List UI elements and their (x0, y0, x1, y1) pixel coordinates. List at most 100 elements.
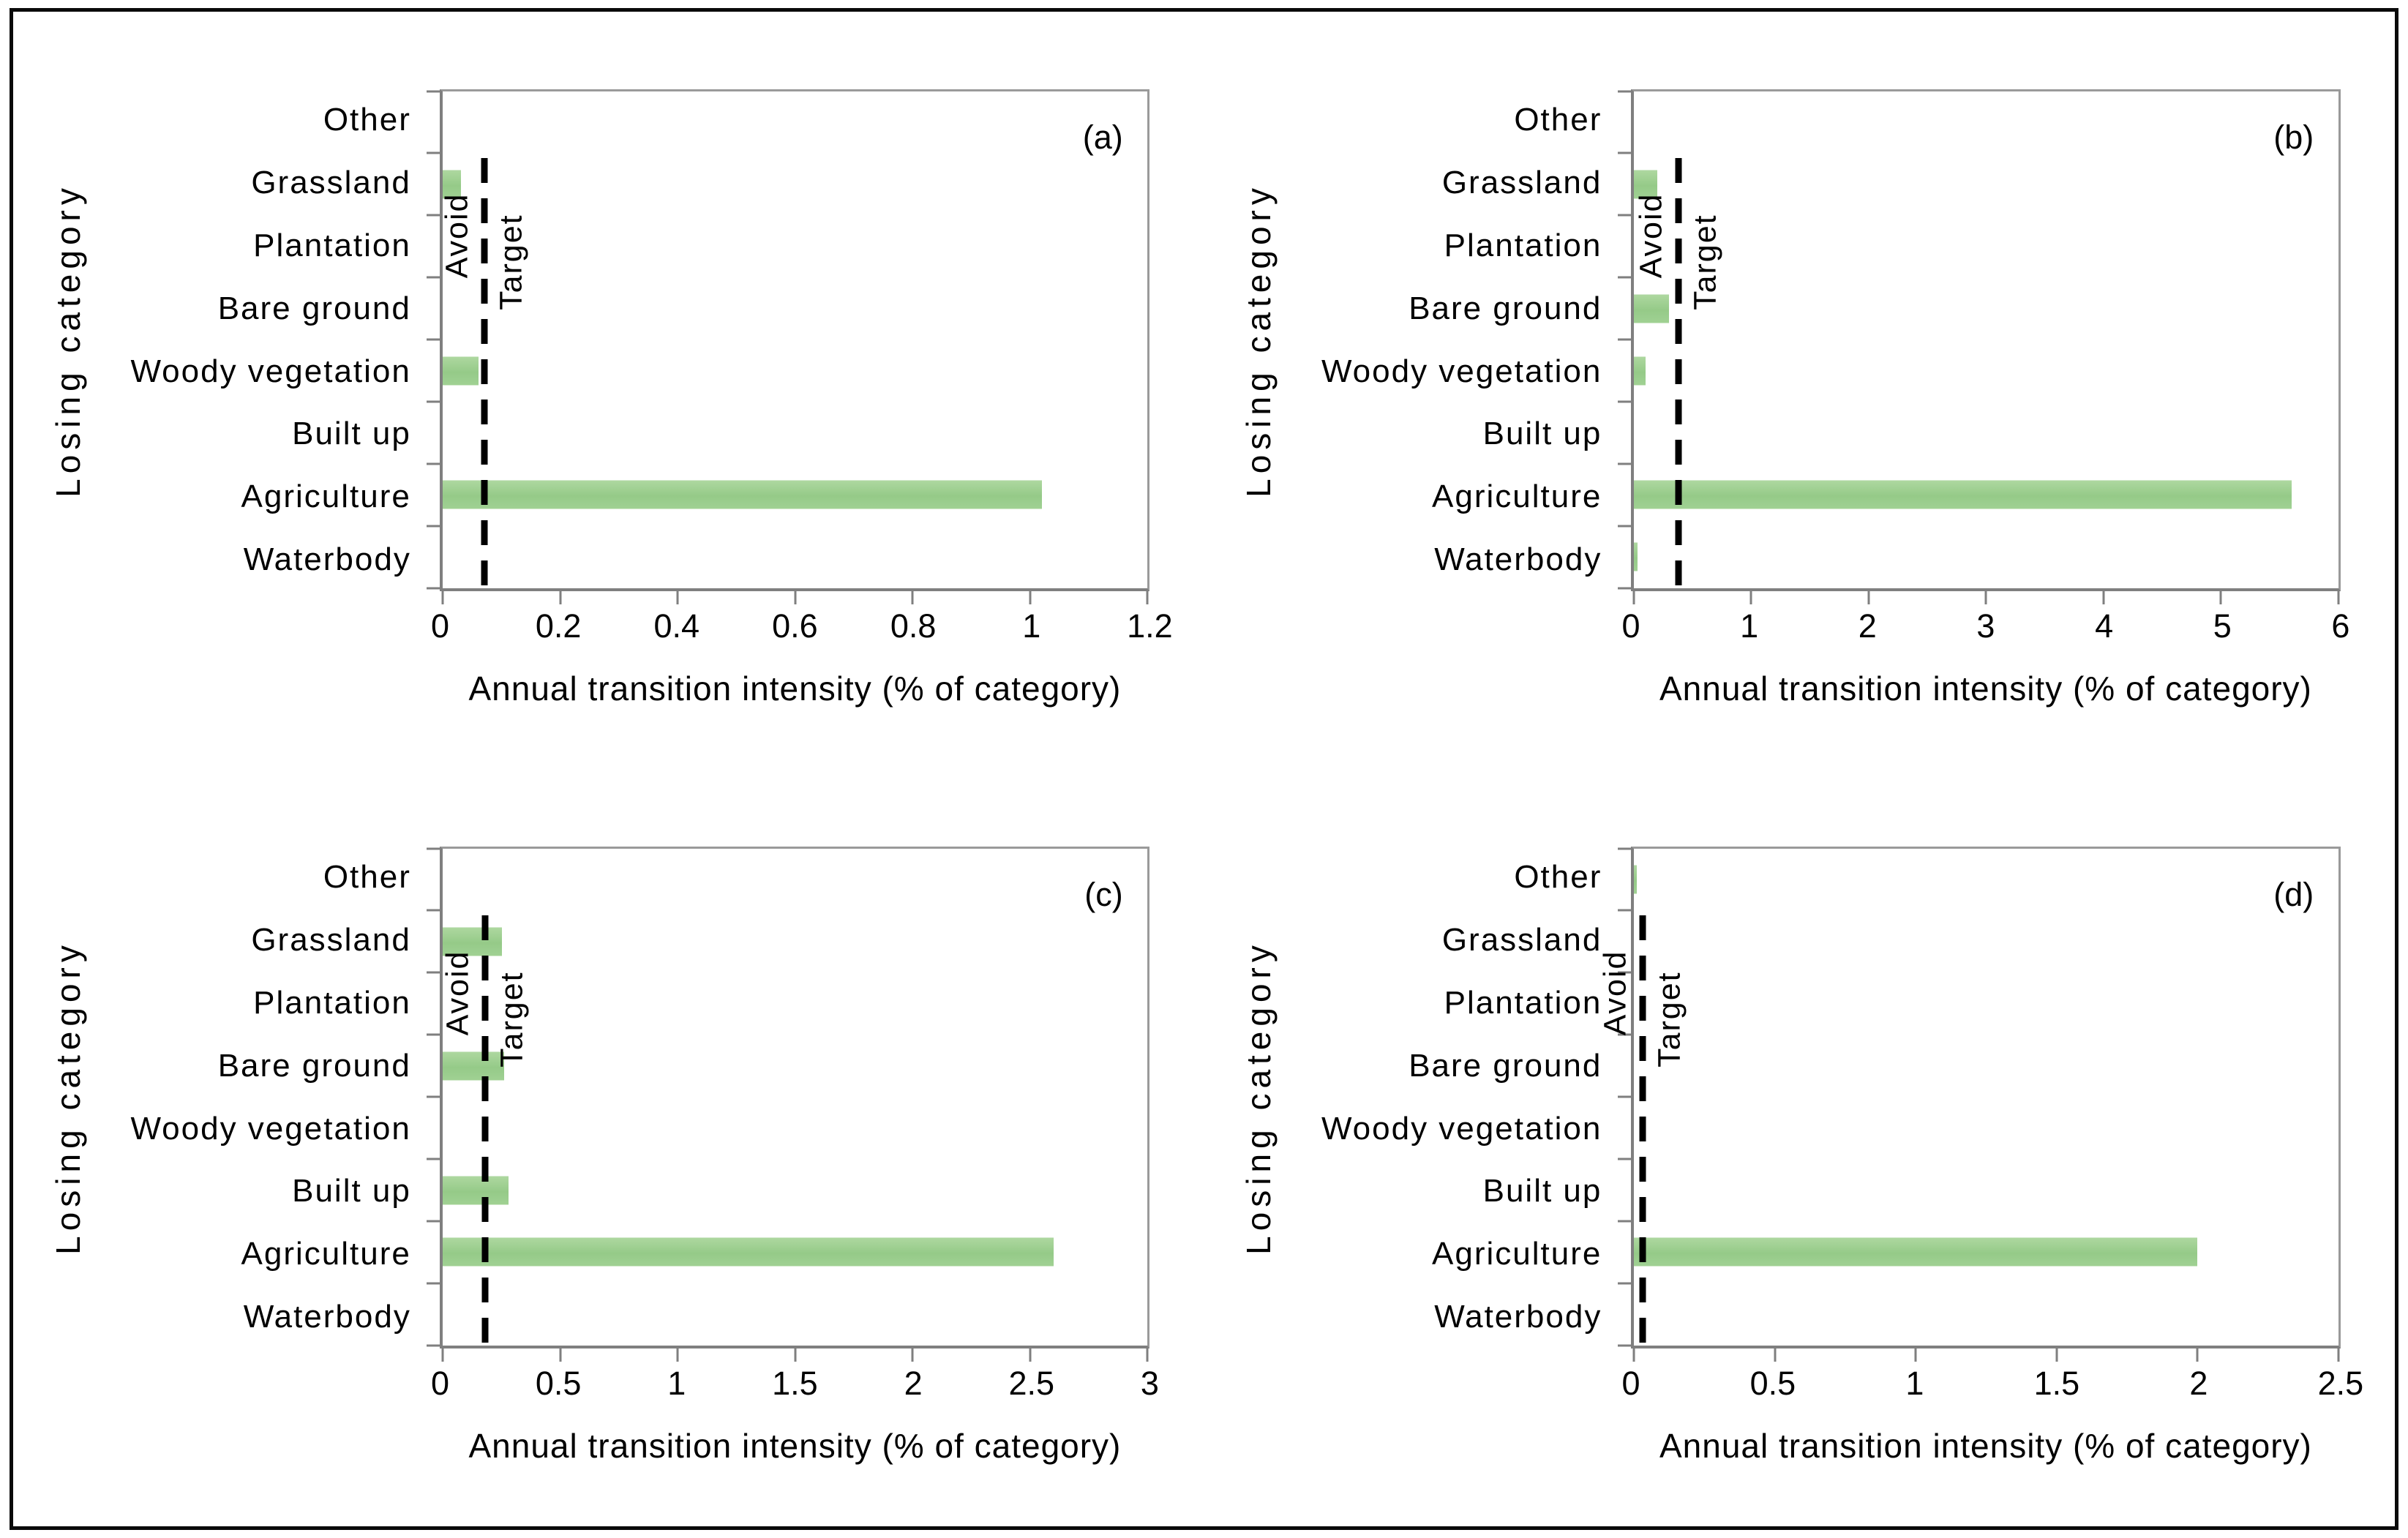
x-tick-label: 6 (2331, 607, 2350, 645)
bar-agriculture (443, 1237, 1054, 1267)
x-tick (911, 1348, 914, 1362)
x-axis-title: Annual transition intensity (% of catego… (1659, 1427, 2312, 1466)
y-tick (1617, 587, 1631, 590)
avoid-label: Avoid (439, 192, 475, 278)
x-tick-labels: 0 1 2 3 4 5 6 (1621, 607, 2349, 653)
category-label: Grassland (251, 922, 411, 959)
x-tick (2337, 590, 2340, 604)
y-tick (427, 1282, 440, 1285)
bar-woody-vegetation (1633, 356, 1646, 386)
x-tick-label: 1.5 (772, 1364, 818, 1402)
y-tick (1617, 1033, 1631, 1036)
x-tick (2219, 590, 2222, 604)
bar-bare-ground (1633, 294, 1670, 323)
x-tick-labels: 0 0.5 1 1.5 2 2.5 (1621, 1364, 2363, 1410)
x-tick-label: 3 (1976, 607, 1995, 645)
x-tick-labels: 0 0.5 1 1.5 2 2.5 3 (431, 1364, 1159, 1410)
y-tick (427, 276, 440, 279)
x-tick (1632, 590, 1635, 604)
category-label: Woody vegetation (1321, 353, 1602, 389)
bar-grassland (443, 170, 461, 199)
y-tick (427, 1095, 440, 1098)
panel-b: Losing category Other Grassland Plantation… (1204, 12, 2396, 769)
x-tick-labels: 0 0.2 0.4 0.6 0.8 1 1.2 (431, 607, 1173, 653)
y-tick (1617, 338, 1631, 341)
category-label: Waterbody (1434, 541, 1602, 577)
category-label: Agriculture (241, 479, 411, 515)
y-tick (1617, 276, 1631, 279)
panel-c: Losing category Other Grassland Plantation… (13, 769, 1204, 1526)
category-labels: Other Grassland Plantation Bare ground Woody… (13, 847, 423, 1348)
bar-agriculture (443, 480, 1042, 509)
x-tick-label: 0 (430, 607, 449, 645)
category-label: Plantation (253, 228, 411, 264)
y-tick (427, 1220, 440, 1223)
panel-letter: (b) (2273, 118, 2314, 156)
y-tick (427, 525, 440, 528)
bar-other (1633, 865, 1637, 894)
target-label: Target (1651, 972, 1687, 1068)
category-label: Built up (292, 1173, 411, 1209)
panel-d: Losing category Other Grassland Plantation… (1204, 769, 2396, 1526)
x-tick (441, 590, 444, 604)
x-tick (1632, 1348, 1635, 1362)
category-label: Other (1514, 102, 1602, 138)
bar-woody-vegetation (443, 356, 479, 386)
x-tick-label: 0.2 (535, 607, 582, 645)
category-label: Bare ground (217, 290, 411, 326)
y-tick (1617, 462, 1631, 465)
plot-area: (c) Avoid Target (427, 846, 1150, 1362)
category-label: Plantation (253, 985, 411, 1021)
x-tick-label: 0.5 (1749, 1364, 1796, 1402)
y-tick (1617, 971, 1631, 974)
x-tick (1914, 1348, 1917, 1362)
x-tick-label: 2 (904, 1364, 923, 1402)
y-tick (427, 1033, 440, 1036)
x-axis-title: Annual transition intensity (% of catego… (1659, 669, 2312, 708)
y-tick (1617, 525, 1631, 528)
category-label: Waterbody (243, 1298, 411, 1335)
bar-waterbody (1633, 542, 1638, 571)
x-tick-label: 2.5 (1008, 1364, 1055, 1402)
category-label: Other (323, 859, 411, 896)
x-tick-label: 0.4 (653, 607, 700, 645)
x-tick-label: 3 (1140, 1364, 1159, 1402)
target-label: Target (1687, 214, 1723, 311)
panel-letter: (d) (2273, 875, 2314, 913)
plot-area: (d) Avoid Target (1597, 846, 2341, 1362)
category-label: Grassland (1441, 165, 1602, 201)
y-tick (1617, 214, 1631, 217)
x-tick-label: 1 (667, 1364, 686, 1402)
avoid-label: Avoid (1633, 192, 1669, 278)
x-tick (794, 1348, 797, 1362)
plot-area: (a) Avoid Target (427, 89, 1150, 604)
x-tick (1749, 590, 1752, 604)
avoid-label: Avoid (440, 950, 476, 1035)
x-tick (676, 590, 679, 604)
y-tick (427, 214, 440, 217)
category-label: Built up (1482, 416, 1602, 452)
threshold-line (481, 915, 489, 1346)
category-label: Waterbody (1434, 1298, 1602, 1335)
threshold-line (1675, 158, 1682, 588)
x-tick (794, 590, 797, 604)
category-label: Grassland (1441, 922, 1602, 959)
x-tick (1774, 1348, 1777, 1362)
category-label: Agriculture (241, 1236, 411, 1272)
y-tick (427, 1344, 440, 1347)
x-tick (1146, 1348, 1149, 1362)
bar-grassland (1633, 170, 1658, 199)
category-label: Other (1514, 859, 1602, 896)
x-tick (559, 1348, 562, 1362)
x-tick (1029, 1348, 1032, 1362)
x-tick (2337, 1348, 2340, 1362)
category-label: Built up (292, 416, 411, 452)
bar-built-up (443, 1175, 509, 1205)
category-label: Agriculture (1432, 1236, 1602, 1272)
y-tick (427, 587, 440, 590)
avoid-label: Avoid (1597, 950, 1633, 1035)
x-tick-label: 5 (2213, 607, 2232, 645)
y-tick (1617, 90, 1631, 93)
x-tick (2196, 1348, 2199, 1362)
category-label: Other (323, 102, 411, 138)
